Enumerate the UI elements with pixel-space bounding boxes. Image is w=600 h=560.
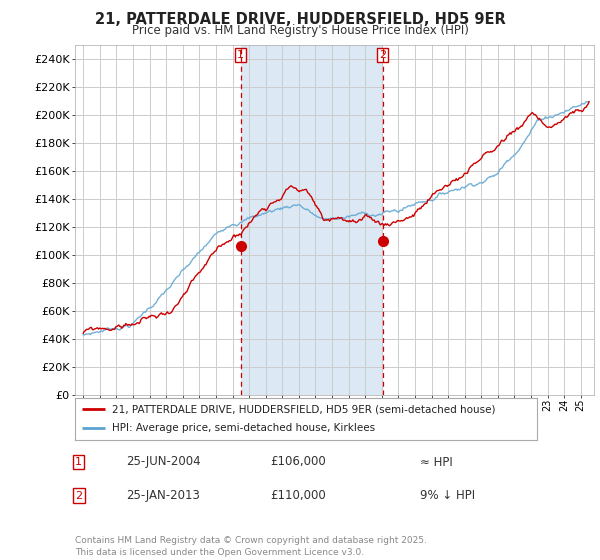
- Text: £110,000: £110,000: [270, 489, 326, 502]
- Text: 1: 1: [237, 50, 244, 60]
- Text: 9% ↓ HPI: 9% ↓ HPI: [420, 489, 475, 502]
- Bar: [241, 45, 383, 395]
- Text: 1: 1: [75, 457, 82, 467]
- Text: £106,000: £106,000: [270, 455, 326, 469]
- Text: ≈ HPI: ≈ HPI: [420, 455, 453, 469]
- Text: Price paid vs. HM Land Registry's House Price Index (HPI): Price paid vs. HM Land Registry's House …: [131, 24, 469, 36]
- Text: 21, PATTERDALE DRIVE, HUDDERSFIELD, HD5 9ER: 21, PATTERDALE DRIVE, HUDDERSFIELD, HD5 …: [95, 12, 505, 27]
- Text: HPI: Average price, semi-detached house, Kirklees: HPI: Average price, semi-detached house,…: [112, 423, 375, 433]
- Text: 25-JUN-2004: 25-JUN-2004: [126, 455, 200, 469]
- Text: 2: 2: [75, 491, 82, 501]
- Text: 2: 2: [379, 50, 386, 60]
- Text: Contains HM Land Registry data © Crown copyright and database right 2025.
This d: Contains HM Land Registry data © Crown c…: [75, 536, 427, 557]
- Text: 21, PATTERDALE DRIVE, HUDDERSFIELD, HD5 9ER (semi-detached house): 21, PATTERDALE DRIVE, HUDDERSFIELD, HD5 …: [112, 404, 496, 414]
- Text: 25-JAN-2013: 25-JAN-2013: [126, 489, 200, 502]
